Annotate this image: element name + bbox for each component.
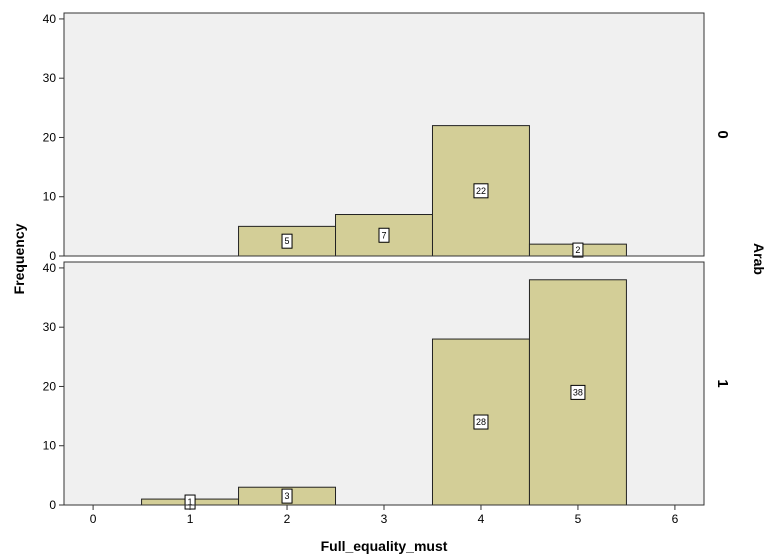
data-label-box (473, 183, 489, 199)
data-label-text: 38 (573, 387, 583, 397)
y-tick-label: 20 (43, 130, 57, 144)
data-label: 5 (281, 233, 293, 249)
facet-title: Arab (751, 243, 766, 275)
x-tick-label: 2 (284, 512, 291, 526)
data-label: 22 (473, 183, 489, 199)
data-label: 3 (281, 488, 293, 504)
facet-value-label: 1 (714, 379, 731, 387)
x-tick-label: 4 (478, 512, 485, 526)
y-tick-label: 10 (43, 439, 57, 453)
x-tick-label: 3 (381, 512, 388, 526)
data-label-text: 3 (285, 491, 290, 501)
y-tick-label: 0 (49, 498, 56, 512)
y-tick-label: 40 (43, 261, 57, 275)
x-axis: 0 1 2 3 4 5 6 (90, 505, 679, 526)
data-label-text: 5 (285, 236, 290, 246)
y-tick-label: 20 (43, 379, 57, 393)
y-tick-label: 30 (43, 320, 57, 334)
data-label-box (281, 233, 293, 249)
panel-1: 1 3 28 38 0 10 20 30 40 1 (43, 261, 731, 512)
x-tick-label: 1 (187, 512, 194, 526)
data-label-text: 7 (381, 230, 386, 240)
data-label-text: 1 (188, 497, 193, 507)
panel-frame (63, 12, 705, 257)
data-label-text: 2 (575, 245, 580, 255)
y-tick-label: 40 (43, 12, 57, 26)
data-label-box (570, 384, 586, 400)
data-label-box (572, 242, 584, 258)
x-tick-label: 6 (672, 512, 679, 526)
data-label-box (378, 227, 390, 243)
data-label-text: 22 (476, 186, 486, 196)
data-label-box (281, 488, 293, 504)
data-label: 2 (572, 242, 584, 258)
data-label: 7 (378, 227, 390, 243)
data-label-box (473, 414, 489, 430)
y-tick-label: 0 (49, 249, 56, 263)
data-label: 28 (473, 414, 489, 430)
x-tick-label: 0 (90, 512, 97, 526)
data-label-text: 28 (476, 417, 486, 427)
facet-value-label: 0 (714, 130, 731, 138)
x-axis-title: Full_equality_must (321, 538, 448, 554)
y-tick-label: 10 (43, 190, 57, 204)
x-tick-label: 5 (575, 512, 582, 526)
y-tick-label: 30 (43, 71, 57, 85)
y-axis-title: Frequency (11, 223, 27, 294)
data-label: 38 (570, 384, 586, 400)
